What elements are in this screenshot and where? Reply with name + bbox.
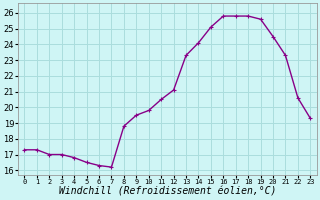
- X-axis label: Windchill (Refroidissement éolien,°C): Windchill (Refroidissement éolien,°C): [59, 187, 276, 197]
